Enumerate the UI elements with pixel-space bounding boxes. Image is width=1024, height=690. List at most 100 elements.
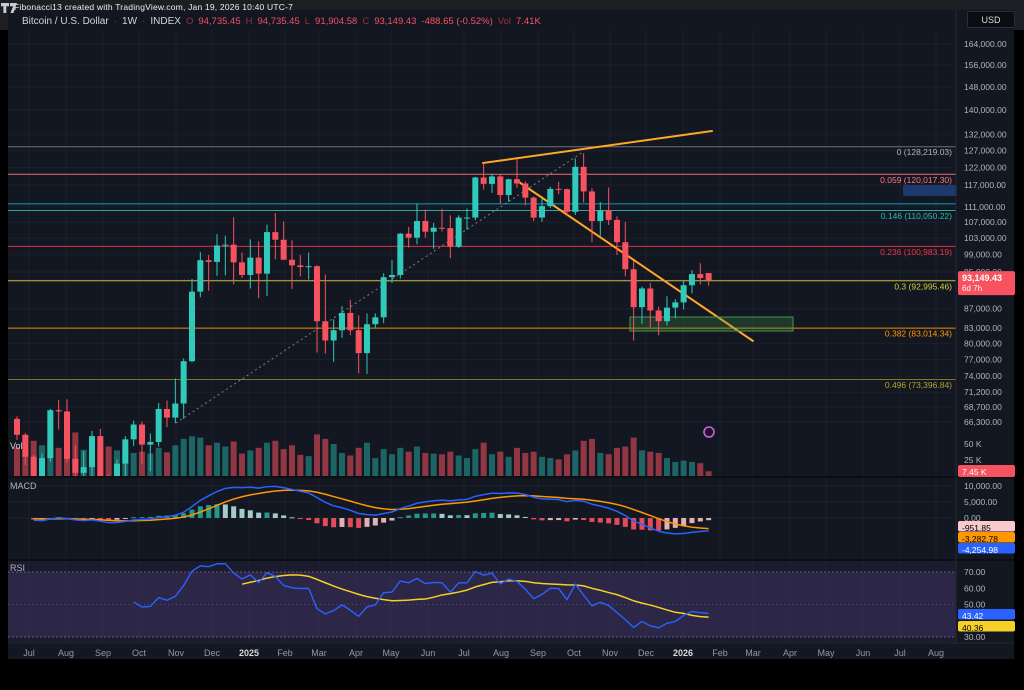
high-key: H — [245, 16, 253, 27]
time-tick: 2025 — [239, 648, 259, 658]
time-tick: Apr — [349, 648, 363, 658]
svg-text:148,000.00: 148,000.00 — [964, 82, 1007, 92]
resistance-trendline — [482, 130, 713, 164]
trendline-drawings[interactable] — [175, 130, 957, 438]
candles[interactable] — [8, 153, 956, 547]
price-axis[interactable]: 164,000.00 156,000.00 148,000.00 140,000.00… — [964, 39, 1007, 642]
macd-plot — [31, 485, 712, 535]
svg-text:83,000.00: 83,000.00 — [964, 323, 1002, 333]
svg-text:60.00: 60.00 — [964, 583, 986, 593]
volume-value-label — [958, 465, 1015, 477]
interval-label[interactable]: 1W — [122, 16, 138, 27]
time-tick: Feb — [277, 648, 293, 658]
svg-text:93,149.43: 93,149.43 — [962, 273, 1002, 283]
fib-label-0: 0 (128,219.03) — [897, 147, 952, 157]
rsi-pane-title[interactable]: RSI — [10, 563, 26, 573]
svg-text:50 K: 50 K — [964, 439, 982, 449]
exchange-label: INDEX — [150, 16, 181, 27]
fib-label-0.059: 0.059 (120,017.30) — [880, 175, 952, 185]
time-tick: 2026 — [673, 648, 693, 658]
volume-key: Vol — [497, 16, 511, 27]
fib-label-0.496: 0.496 (73,396.84) — [885, 380, 952, 390]
svg-text:66,300.00: 66,300.00 — [964, 417, 1002, 427]
support-zone-box — [629, 316, 794, 332]
time-tick: Dec — [638, 648, 655, 658]
svg-text:132,000.00: 132,000.00 — [964, 130, 1007, 140]
watermark-text: Fibonacci13 created with TradingView.com… — [14, 2, 294, 12]
time-tick: Jul — [23, 648, 35, 658]
svg-text:40.36: 40.36 — [962, 623, 984, 633]
svg-text:122,000.00: 122,000.00 — [964, 162, 1007, 172]
time-tick: Aug — [928, 648, 944, 658]
volume-value: 7.41K — [515, 16, 541, 27]
svg-text:-3,282.78: -3,282.78 — [962, 534, 998, 544]
svg-text:111,000.00: 111,000.00 — [964, 202, 1006, 212]
time-tick: Jun — [856, 648, 871, 658]
currency-toggle-button[interactable]: USD — [967, 11, 1015, 28]
macd-value-label — [958, 543, 1015, 554]
pane-dividers — [8, 10, 1014, 644]
svg-text:77,000.00: 77,000.00 — [964, 355, 1002, 365]
svg-text:103,000.00: 103,000.00 — [964, 233, 1007, 243]
macd-pane-title[interactable]: MACD — [10, 481, 37, 491]
symbol-legend: Bitcoin / U.S. Dollar · 1W · INDEX O 94,… — [20, 15, 547, 28]
svg-text:50.00: 50.00 — [964, 600, 986, 610]
fib-label-0.236: 0.236 (100,983.19) — [880, 247, 952, 257]
time-tick: May — [382, 648, 400, 658]
svg-text:164,000.00: 164,000.00 — [964, 39, 1007, 49]
rsi-plot — [133, 562, 709, 629]
svg-text:87,000.00: 87,000.00 — [964, 304, 1002, 314]
time-tick: Jun — [421, 648, 436, 658]
time-tick: Sep — [530, 648, 546, 658]
close-key: C — [362, 16, 370, 27]
chart-background — [8, 10, 1014, 659]
svg-text:117,000.00: 117,000.00 — [964, 180, 1006, 190]
high-value: 94,735.45 — [257, 16, 300, 27]
svg-text:107,000.00: 107,000.00 — [964, 217, 1007, 227]
fibonacci-lines[interactable]: 0 (128,219.03) 0.059 (120,017.30) 0.146 (1… — [8, 146, 956, 390]
downtrend-line — [515, 179, 754, 342]
fib-label-0.3: 0.3 (92,995.46) — [894, 281, 952, 291]
svg-text:99,000.00: 99,000.00 — [964, 250, 1002, 260]
macd-value-label — [958, 521, 1015, 532]
open-value: 94,735.45 — [198, 16, 241, 27]
time-tick: Nov — [602, 648, 619, 658]
change-value: -488.65 (-0.52%) — [421, 16, 493, 27]
legend-separator: · — [113, 16, 118, 27]
fib-baseline — [175, 151, 584, 424]
fib-label-0.382: 0.382 (83,014.34) — [885, 329, 952, 339]
time-tick: Dec — [204, 648, 221, 658]
time-tick: Oct — [132, 648, 147, 658]
volume-pane-title[interactable]: Vol — [10, 441, 23, 451]
time-tick: Feb — [712, 648, 728, 658]
rsi-value-label — [958, 609, 1015, 620]
symbol-name[interactable]: Bitcoin / U.S. Dollar — [22, 16, 109, 27]
legend-separator: · — [142, 16, 146, 27]
event-marker-icon — [703, 426, 715, 438]
time-tick: Oct — [567, 648, 582, 658]
svg-text:30.00: 30.00 — [964, 632, 986, 642]
low-key: L — [304, 16, 311, 27]
svg-text:71,200.00: 71,200.00 — [964, 387, 1002, 397]
svg-text:127,000.00: 127,000.00 — [964, 146, 1007, 156]
time-tick: Mar — [745, 648, 761, 658]
time-tick: Nov — [168, 648, 185, 658]
time-tick: Apr — [783, 648, 797, 658]
time-tick: May — [817, 648, 835, 658]
time-tick: Mar — [311, 648, 327, 658]
time-tick: Sep — [95, 648, 111, 658]
svg-text:7.45 K: 7.45 K — [962, 467, 987, 477]
time-axis[interactable]: Jul Aug Sep Oct Nov Dec 2025 Feb Mar Apr May Jun Jul… — [23, 648, 944, 658]
fib-label-0.146: 0.146 (110,050.22) — [881, 211, 952, 221]
svg-text:68,700.00: 68,700.00 — [964, 402, 1002, 412]
time-tick: Jul — [894, 648, 906, 658]
time-tick: Aug — [493, 648, 509, 658]
svg-text:6d 7h: 6d 7h — [962, 284, 982, 293]
svg-text:-4,254.98: -4,254.98 — [962, 545, 998, 555]
rsi-value-label — [958, 621, 1015, 632]
svg-text:0.00: 0.00 — [964, 513, 981, 523]
svg-text:5,000.00: 5,000.00 — [964, 497, 997, 507]
